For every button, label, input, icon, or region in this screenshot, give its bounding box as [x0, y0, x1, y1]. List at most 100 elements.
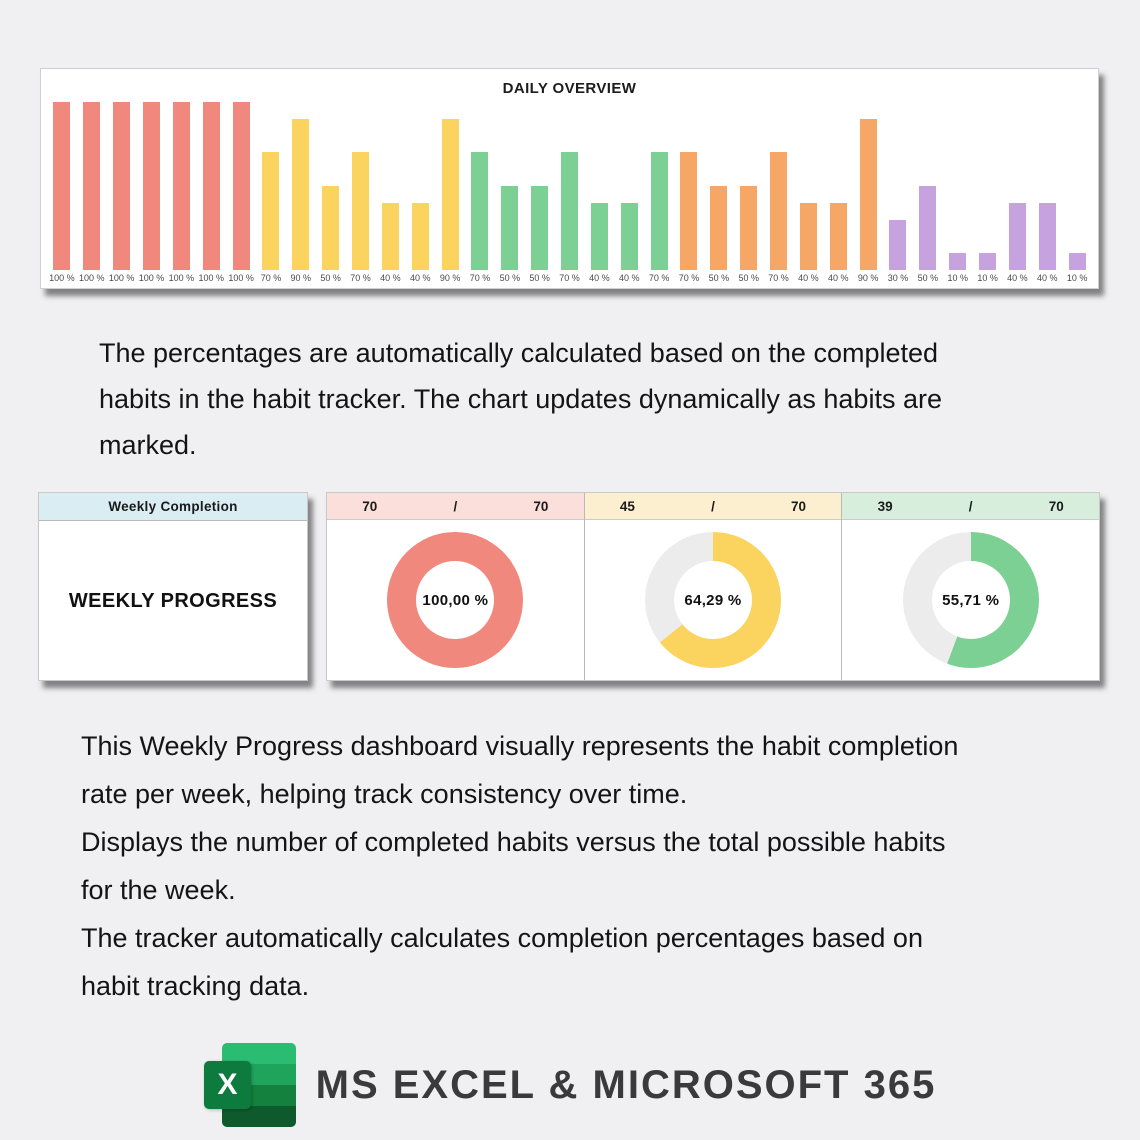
daily-overview-title: DAILY OVERVIEW	[502, 80, 637, 97]
bar-area	[704, 102, 734, 270]
bar	[979, 253, 997, 270]
bar	[292, 118, 310, 270]
bar-column: 50 %	[913, 102, 943, 283]
slash-separator: /	[968, 498, 973, 514]
paragraph-line: habits in the habit tracker. The chart u…	[99, 384, 942, 414]
description-paragraph: This Weekly Progress dashboard visually …	[81, 722, 958, 1010]
bar	[740, 186, 758, 270]
bar-area	[555, 102, 585, 270]
donut-header: 70 / 70	[327, 493, 584, 520]
bar-column: 40 %	[1032, 102, 1062, 283]
weekly-donuts-card: 70 / 70 100,00 % 45 / 70	[326, 492, 1100, 681]
bar-value-label: 50 %	[499, 273, 521, 283]
bar-column: 100 %	[137, 102, 167, 283]
bar-area	[196, 102, 226, 270]
bar	[710, 186, 728, 270]
bar-column: 100 %	[166, 102, 196, 283]
donut-percent-label: 100,00 %	[422, 591, 489, 609]
total-count: 70	[533, 498, 549, 514]
paragraph-line: The tracker automatically calculates com…	[81, 923, 923, 953]
bar-column: 10 %	[973, 102, 1003, 283]
bar-area	[316, 102, 346, 270]
bar-area	[435, 102, 465, 270]
bar-value-label: 70 %	[678, 273, 700, 283]
bar	[889, 219, 907, 270]
bar-value-label: 90 %	[290, 273, 312, 283]
bar	[1068, 253, 1086, 270]
bar-area	[1003, 102, 1033, 270]
bar-column: 40 %	[375, 102, 405, 283]
bar	[859, 118, 877, 270]
bar-column: 90 %	[853, 102, 883, 283]
slash-separator: /	[453, 498, 458, 514]
excel-icon-x-tile: X	[203, 1061, 252, 1109]
bar-area	[405, 102, 435, 270]
weekly-progress-label: WEEKLY PROGRESS	[68, 589, 278, 612]
bar-area	[943, 102, 973, 270]
donut-panel-week3: 39 / 70 55,71 %	[841, 493, 1100, 680]
bar-column: 100 %	[107, 102, 137, 283]
bar-value-label: 40 %	[828, 273, 849, 283]
bar	[531, 186, 549, 270]
bar-value-label: 40 %	[1037, 273, 1058, 283]
bar-value-label: 70 %	[648, 273, 670, 283]
bar-value-label: 40 %	[589, 273, 610, 283]
bar-column: 70 %	[555, 102, 585, 283]
intro-paragraph: The percentages are automatically calcul…	[99, 330, 942, 468]
bar	[232, 102, 250, 270]
bar-area	[913, 102, 943, 270]
bar-column: 70 %	[644, 102, 674, 283]
bar-area	[1032, 102, 1062, 270]
bar-value-label: 50 %	[529, 273, 550, 283]
bar-value-label: 70 %	[260, 273, 282, 283]
bar	[620, 202, 638, 270]
bar-value-label: 50 %	[738, 273, 759, 283]
bar-value-label: 70 %	[768, 273, 789, 283]
bar-value-label: 10 %	[947, 273, 968, 283]
bar-area	[137, 102, 167, 270]
donut-hole: 64,29 %	[674, 561, 752, 639]
bar-area	[1062, 102, 1092, 270]
bar-column: 70 %	[764, 102, 794, 283]
donut-hole: 100,00 %	[416, 561, 495, 639]
bar-value-label: 70 %	[559, 273, 580, 283]
bar-value-label: 100 %	[79, 273, 105, 283]
bar-area	[853, 102, 883, 270]
bar	[829, 202, 847, 270]
bar	[143, 102, 160, 270]
bar-column: 70 %	[346, 102, 376, 283]
bar-column: 10 %	[1062, 102, 1092, 283]
bar-column: 50 %	[734, 102, 764, 283]
bar-column: 90 %	[435, 102, 465, 283]
bar	[919, 186, 937, 270]
completed-count: 70	[362, 498, 378, 514]
bar	[1038, 202, 1056, 270]
total-count: 70	[1048, 498, 1064, 514]
bar	[202, 102, 220, 270]
paragraph-line: habit tracking data.	[81, 971, 310, 1001]
bar	[590, 202, 608, 270]
excel-icon: X	[203, 1043, 296, 1127]
total-count: 70	[791, 498, 807, 514]
bar-value-label: 40 %	[409, 273, 431, 283]
paragraph-line: Displays the number of completed habits …	[81, 827, 946, 857]
bar-value-label: 50 %	[708, 273, 730, 283]
bar-value-label: 10 %	[977, 273, 998, 283]
bar-area	[77, 102, 107, 270]
completed-count: 39	[877, 498, 893, 514]
bar-value-label: 40 %	[798, 273, 819, 283]
donut-body: 100,00 %	[327, 520, 584, 680]
bar-column: 100 %	[196, 102, 226, 283]
donut-header: 45 / 70	[584, 493, 842, 520]
bar-area	[346, 102, 376, 270]
bar-area	[47, 102, 77, 270]
bar	[561, 152, 579, 270]
bar-value-label: 50 %	[917, 273, 939, 283]
bar	[441, 118, 459, 270]
bar-column: 40 %	[823, 102, 853, 283]
bar-column: 40 %	[793, 102, 823, 283]
bar	[799, 202, 817, 270]
daily-bars: 100 % 100 % 100 % 100 % 100 % 100 % 100 % 70 % 9…	[47, 102, 1092, 283]
donut-percent-label: 64,29 %	[684, 591, 742, 609]
bar-value-label: 100 %	[228, 273, 254, 283]
